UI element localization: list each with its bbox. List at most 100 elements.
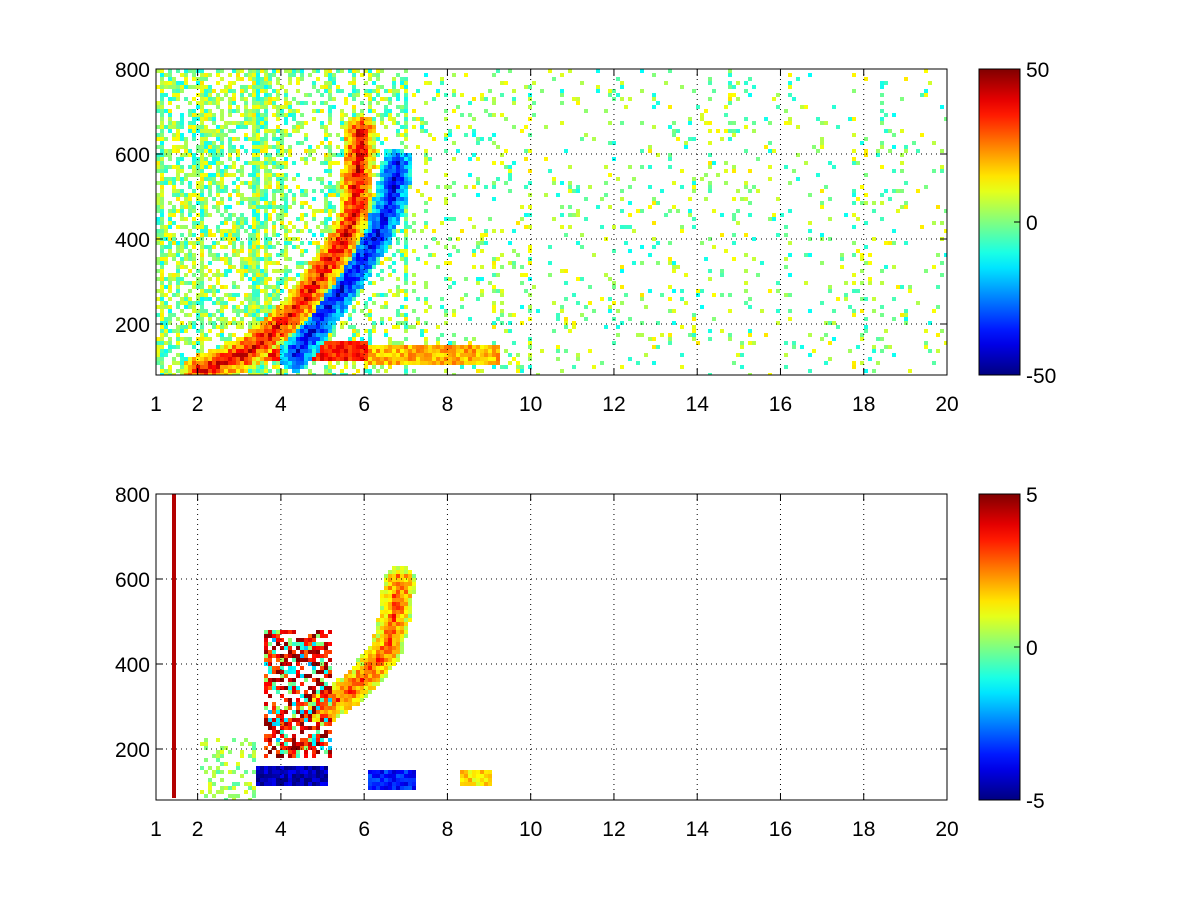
heatmap-cell — [884, 129, 888, 133]
heatmap-cell — [392, 169, 396, 173]
heatmap-cell — [320, 269, 324, 273]
heatmap-cell — [160, 97, 164, 101]
heatmap-cell — [256, 766, 260, 770]
heatmap-cell — [776, 321, 780, 325]
heatmap-cell — [200, 165, 204, 169]
heatmap-cell — [184, 245, 188, 249]
heatmap-cell — [480, 293, 484, 297]
heatmap-cell — [364, 81, 368, 85]
heatmap-cell — [180, 233, 184, 237]
heatmap-cell — [180, 213, 184, 217]
heatmap-cell — [452, 361, 456, 365]
heatmap-cell — [424, 321, 428, 325]
heatmap-cell — [376, 133, 380, 137]
heatmap-cell — [160, 229, 164, 233]
heatmap-cell — [172, 582, 176, 586]
heatmap-cell — [168, 233, 172, 237]
heatmap-cell — [480, 361, 484, 365]
heatmap-cell — [288, 746, 292, 750]
heatmap-cell — [208, 233, 212, 237]
heatmap-cell — [352, 133, 356, 137]
heatmap-cell — [904, 317, 908, 321]
heatmap-cell — [196, 181, 200, 185]
heatmap-cell — [180, 81, 184, 85]
heatmap-cell — [332, 237, 336, 241]
heatmap-cell — [492, 161, 496, 165]
heatmap-cell — [240, 85, 244, 89]
heatmap-cell — [332, 193, 336, 197]
heatmap-cell — [248, 225, 252, 229]
heatmap-cell — [264, 774, 268, 778]
heatmap-cell — [688, 137, 692, 141]
heatmap-cell — [180, 205, 184, 209]
heatmap-cell — [248, 257, 252, 261]
heatmap-cell — [548, 69, 552, 73]
heatmap-cell — [376, 181, 380, 185]
heatmap-cell — [340, 301, 344, 305]
heatmap-cell — [188, 365, 192, 369]
heatmap-cell — [196, 269, 200, 273]
heatmap-cell — [188, 341, 192, 345]
heatmap-cell — [284, 149, 288, 153]
heatmap-cell — [232, 145, 236, 149]
heatmap-cell — [208, 361, 212, 365]
heatmap-cell — [504, 165, 508, 169]
heatmap-cell — [476, 193, 480, 197]
heatmap-cell — [448, 237, 452, 241]
heatmap-cell — [220, 257, 224, 261]
heatmap-cell — [516, 361, 520, 365]
heatmap-cell — [468, 341, 472, 345]
heatmap-cell — [588, 285, 592, 289]
heatmap-cell — [284, 205, 288, 209]
heatmap-cell — [836, 325, 840, 329]
heatmap-cell — [384, 169, 388, 173]
heatmap-cell — [512, 97, 516, 101]
heatmap-cell — [732, 165, 736, 169]
heatmap-cell — [352, 361, 356, 365]
heatmap-cell — [292, 125, 296, 129]
heatmap-cell — [672, 321, 676, 325]
heatmap-cell — [324, 277, 328, 281]
heatmap-cell — [668, 241, 672, 245]
heatmap-cell — [176, 245, 180, 249]
heatmap-cell — [560, 213, 564, 217]
heatmap-cell — [236, 221, 240, 225]
heatmap-cell — [252, 369, 256, 373]
heatmap-cell — [340, 309, 344, 313]
heatmap-cell — [400, 149, 404, 153]
heatmap-cell — [788, 117, 792, 121]
heatmap-cell — [604, 325, 608, 329]
heatmap-cell — [244, 369, 248, 373]
heatmap-cell — [348, 161, 352, 165]
heatmap-cell — [648, 145, 652, 149]
heatmap-cell — [292, 357, 296, 361]
heatmap-cell — [368, 353, 372, 357]
heatmap-cell — [276, 313, 280, 317]
heatmap-cell — [744, 301, 748, 305]
heatmap-cell — [296, 121, 300, 125]
heatmap-cell — [452, 217, 456, 221]
heatmap-cell — [340, 201, 344, 205]
heatmap-cell — [364, 313, 368, 317]
heatmap-cell — [368, 341, 372, 345]
heatmap-cell — [496, 69, 500, 73]
heatmap-cell — [188, 297, 192, 301]
heatmap-cell — [296, 217, 300, 221]
heatmap-cell — [480, 137, 484, 141]
heatmap-cell — [204, 357, 208, 361]
heatmap-cell — [244, 333, 248, 337]
heatmap-cell — [168, 317, 172, 321]
heatmap-cell — [172, 726, 176, 730]
heatmap-cell — [312, 297, 316, 301]
heatmap-cell — [220, 361, 224, 365]
heatmap-cell — [352, 225, 356, 229]
heatmap-cell — [420, 193, 424, 197]
heatmap-cell — [396, 357, 400, 361]
heatmap-cell — [300, 674, 304, 678]
heatmap-cell — [368, 245, 372, 249]
heatmap-cell — [388, 237, 392, 241]
heatmap-cell — [348, 125, 352, 129]
heatmap-cell — [364, 93, 368, 97]
heatmap-cell — [208, 261, 212, 265]
heatmap-cell — [408, 173, 412, 177]
